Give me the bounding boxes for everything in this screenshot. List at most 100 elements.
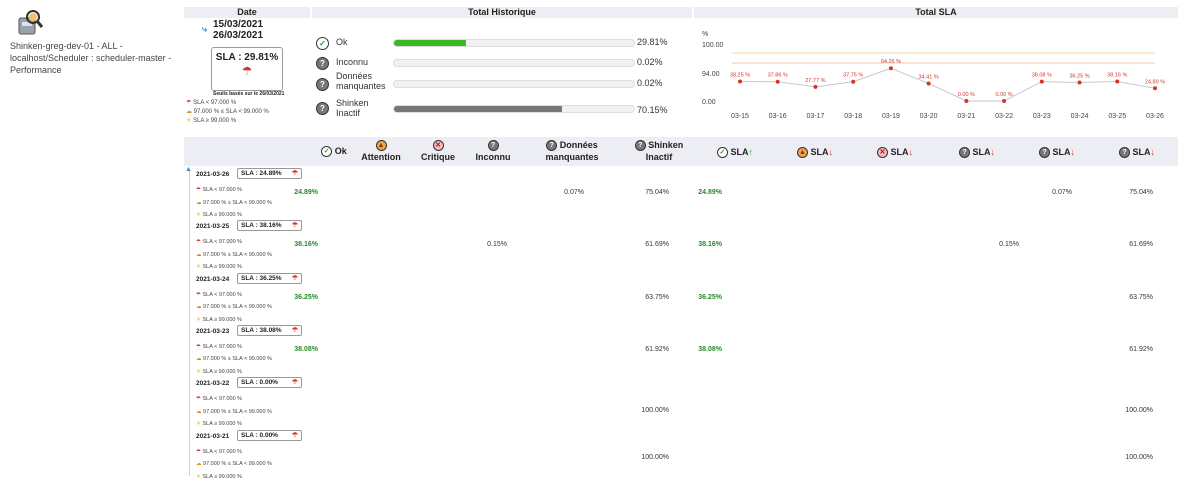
warning-icon: ▲ (796, 147, 808, 159)
ok-check-icon: ✓ (321, 146, 333, 158)
historique-row-ok: ✓ Ok 29.81% (316, 35, 686, 53)
timeline-line (189, 171, 190, 476)
day-cell-sla-ok: 38.16% (698, 241, 722, 249)
cloud-icon: ☁ (196, 199, 202, 206)
day-sla-box: SLA : 0.00% ☂ (237, 377, 302, 389)
sla-legend: ☂ SLA < 97.000 % ☁ 97.000 % ≤ SLA < 99.0… (186, 99, 269, 126)
day-cell-sla-inactive: 100.00% (1125, 453, 1153, 461)
col-sla-donnees[interactable]: ? SLA↓ (1032, 146, 1082, 159)
legend-sun: SLA ≥ 99.000 % (202, 421, 242, 428)
data-point (851, 79, 856, 84)
col-donnees-manquantes[interactable]: ? Données manquantes (536, 139, 608, 163)
date-header: Date (184, 7, 310, 18)
historique-label: Données manquantes (336, 71, 386, 91)
day-sla: SLA : 38.16% (241, 222, 282, 230)
warning-icon: ▲ (375, 140, 387, 152)
period-start: 15/03/2021 (213, 19, 264, 30)
day-cell-sla-ok: 24.89% (698, 189, 722, 196)
storm-icon: ☂ (196, 343, 201, 350)
historique-bar (393, 80, 635, 88)
day-row[interactable]: 2021-03-21 SLA : 0.00% ☂ ☂ SLA < 97.000 % ☁ … (196, 429, 308, 479)
col-shinken-inactif[interactable]: ? Shinken Inactif (628, 139, 690, 163)
inactive-icon: ? (1118, 147, 1130, 159)
unknown-icon: ? (316, 57, 329, 70)
data-point (888, 66, 893, 71)
arrow-down-icon: ↓ (908, 147, 914, 157)
col-inconnu[interactable]: ? Inconnu (470, 139, 516, 163)
storm-weather-icon: ☂ (241, 64, 253, 78)
arrow-down-icon: ↓ (828, 147, 834, 157)
col-sla-inconnu[interactable]: ? SLA↓ (952, 146, 1002, 159)
day-cell-inactive: 61.69% (645, 241, 669, 249)
table-header (184, 137, 1178, 166)
element-name[interactable]: Shinken-greg-dev-01 - ALL - localhost/Sc… (10, 41, 172, 75)
timeline-arrow-icon: ▲ (185, 166, 192, 173)
data-label: 34.41 % (919, 74, 939, 80)
col-sla-inactif[interactable]: ? SLA↓ (1112, 146, 1162, 159)
period-end: 26/03/2021 (213, 30, 264, 41)
historique-row-inactive: ? Shinken Inactif 70.15% (316, 98, 686, 118)
day-row[interactable]: 2021-03-26 SLA : 24.89% ☂ ☂ SLA < 97.000 % ☁… (196, 168, 308, 223)
historique-label: Shinken Inactif (336, 98, 369, 118)
missing-data-icon: ? (546, 140, 558, 152)
day-row[interactable]: 2021-03-22 SLA : 0.00% ☂ ☂ SLA < 97.000 % ☁ … (196, 377, 308, 432)
data-point (926, 81, 931, 86)
day-cell-missing: 0.07% (564, 189, 584, 196)
col-label: Attention (361, 152, 401, 163)
col-sla-critique[interactable]: ✕ SLA↓ (870, 146, 920, 159)
historique-pct: 29.81% (637, 37, 668, 47)
sun-icon: ☀ (196, 421, 201, 428)
day-row[interactable]: 2021-03-23 SLA : 38.08% ☂ ☂ SLA < 97.000 % ☁… (196, 324, 308, 380)
data-point (1115, 79, 1120, 84)
day-row[interactable]: 2021-03-24 SLA : 36.25% ☂ ☂ SLA < 97.000 % ☁… (196, 272, 308, 328)
historique-pct: 70.15% (637, 105, 668, 115)
period-range[interactable]: ⤷ 15/03/2021 26/03/2021 (202, 19, 264, 41)
day-cell-ok: 36.25% (294, 293, 318, 301)
x-tick-label: 03-25 (1108, 113, 1126, 120)
sun-icon: ☀ (196, 473, 201, 479)
critical-icon: ✕ (876, 147, 888, 159)
sla-line-chart[interactable]: % 100.00 94.00 0.00 38.25 % 03-15 37.86 % 03-16… (700, 24, 1170, 124)
data-label: 38.25 % (730, 72, 750, 78)
col-ok[interactable]: ✓ Ok (314, 145, 354, 158)
sun-icon: ☀ (186, 118, 192, 124)
day-row[interactable]: 2021-03-25 SLA : 38.16% ☂ ☂ SLA < 97.000 % ☁… (196, 220, 308, 275)
x-tick-label: 03-21 (957, 113, 975, 120)
legend-sun: SLA ≥ 99.000 % (202, 368, 242, 375)
col-label: Inactif (645, 152, 673, 163)
col-label: Ok (334, 146, 347, 156)
day-cell-unknown: 0.15% (487, 241, 507, 249)
col-label: manquantes (545, 152, 599, 163)
unknown-icon: ? (958, 147, 970, 159)
x-tick-label: 03-20 (920, 113, 938, 120)
historique-pct: 0.02% (637, 57, 663, 67)
day-cell-inactive: 61.92% (645, 345, 669, 353)
x-tick-label: 03-15 (731, 113, 749, 120)
col-label: SLA (810, 147, 829, 157)
col-attention[interactable]: ▲ Attention (356, 139, 406, 163)
missing-data-icon: ? (1038, 147, 1050, 159)
day-sla-box: SLA : 38.08% ☂ (237, 324, 302, 336)
historique-label: Ok (336, 37, 348, 47)
day-cell-sla-inactive: 75.04% (1129, 189, 1153, 196)
legend-orange: 97.000 % ≤ SLA < 99.000 % (203, 251, 272, 258)
y-axis-label: % (702, 31, 708, 38)
inactive-icon: ? (316, 102, 329, 115)
day-legend: ☂ SLA < 97.000 % ☁ 97.000 % ≤ SLA < 99.00… (196, 446, 272, 479)
legend-red: SLA < 97.000 % (202, 291, 243, 298)
x-tick-label: 03-23 (1033, 113, 1051, 120)
day-cell-sla-inactive: 61.69% (1129, 241, 1153, 249)
day-cell-inactive: 100.00% (641, 407, 669, 415)
scheduler-robot-icon (18, 10, 44, 35)
ok-check-icon: ✓ (316, 37, 329, 50)
day-cell-sla-unknown: 0.15% (999, 241, 1019, 249)
day-date: 2021-03-26 (196, 171, 230, 178)
col-sla-attention[interactable]: ▲ SLA↓ (790, 146, 840, 159)
col-label: Critique (420, 152, 455, 163)
col-sla-ok[interactable]: ✓ SLA↑ (710, 146, 760, 159)
col-critique[interactable]: ✕ Critique (416, 139, 460, 163)
day-sla-box: SLA : 24.89% ☂ (237, 168, 302, 179)
col-label: SLA (972, 147, 991, 157)
day-date: 2021-03-22 (196, 380, 230, 388)
historique-fill (394, 40, 466, 46)
